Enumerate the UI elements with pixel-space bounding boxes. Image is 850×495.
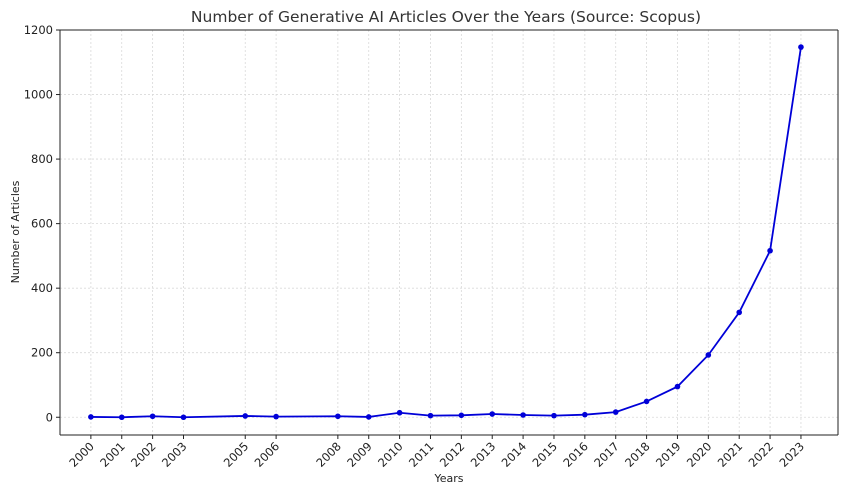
- data-point: [88, 414, 94, 420]
- gridlines: [60, 29, 838, 435]
- x-tick-label: 2018: [622, 439, 653, 470]
- y-tick-label: 1200: [24, 23, 53, 37]
- data-point: [489, 411, 496, 417]
- x-tick-label: 2014: [499, 439, 530, 470]
- x-tick-label: 2013: [468, 439, 499, 470]
- x-tick-label: 2015: [529, 439, 560, 470]
- axes: [59, 29, 839, 436]
- x-tick-label: 2020: [684, 439, 715, 470]
- data-point: [705, 352, 712, 358]
- data-point: [582, 411, 588, 418]
- y-tick-label: 1000: [24, 88, 53, 102]
- x-tick-label: 2002: [128, 439, 159, 470]
- x-tick-label: 2012: [437, 439, 468, 470]
- x-tick-label: 2010: [375, 439, 406, 470]
- data-point: [458, 412, 465, 419]
- x-axis-label: Years: [433, 472, 463, 485]
- x-tick-label: 2017: [591, 439, 622, 470]
- x-tick-label: 2021: [715, 439, 746, 470]
- y-tick-label: 600: [31, 217, 53, 231]
- y-tick-label: 800: [31, 152, 53, 166]
- data-point: [427, 412, 434, 419]
- data-point: [674, 383, 681, 390]
- x-tick-label: 2006: [252, 439, 283, 470]
- y-tick-label: 200: [31, 346, 53, 360]
- data-point: [180, 414, 187, 421]
- x-tick-label: 2016: [560, 439, 591, 470]
- data-point: [396, 409, 403, 416]
- x-tick-label: 2008: [313, 439, 344, 470]
- x-tick-label: 2009: [344, 439, 375, 470]
- data-point: [643, 398, 650, 405]
- x-tick-label: 2011: [406, 439, 437, 470]
- data-point: [612, 409, 619, 415]
- x-tick-label: 2019: [653, 439, 684, 470]
- data-point: [118, 414, 125, 421]
- x-ticks: 2000 2001 2002 2003 2005 2006 2008 2009 2010 2011…: [66, 435, 807, 470]
- data-point: [736, 309, 743, 316]
- data-point: [242, 413, 249, 419]
- data-point: [335, 413, 341, 420]
- y-axis-label: Number of Articles: [9, 180, 22, 283]
- x-tick-label: 2023: [776, 439, 807, 470]
- data-point: [273, 413, 279, 420]
- data-point: [365, 414, 372, 420]
- data-point: [551, 412, 557, 419]
- data-point: [520, 412, 526, 418]
- x-tick-label: 2003: [159, 439, 190, 470]
- x-tick-label: 2022: [746, 439, 777, 470]
- series-line: [90, 46, 802, 419]
- data-point: [767, 247, 773, 254]
- chart-title: Number of Generative AI Articles Over th…: [191, 8, 701, 26]
- data-point: [149, 413, 156, 420]
- x-tick-label: 2001: [97, 439, 128, 470]
- data-point: [798, 44, 804, 50]
- x-tick-label: 2005: [221, 439, 252, 470]
- y-tick-label: 0: [46, 410, 53, 424]
- series: [88, 44, 804, 421]
- x-tick-label: 2000: [66, 439, 97, 470]
- y-tick-label: 400: [31, 281, 53, 295]
- y-ticks: 0 200 400 600 800 1000 1200: [24, 23, 60, 424]
